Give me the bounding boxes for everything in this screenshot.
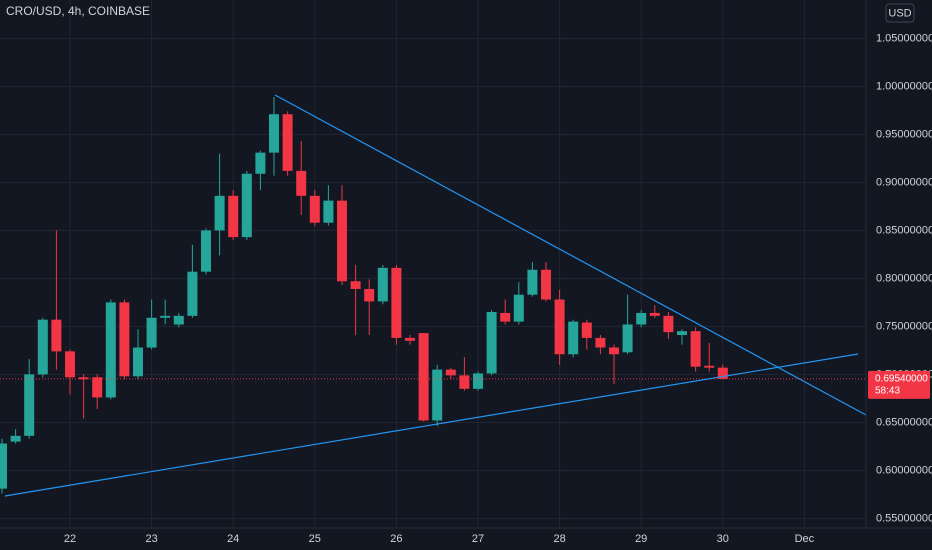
candle-body (323, 200, 334, 223)
candle-body (92, 377, 103, 398)
candle-body (432, 369, 443, 421)
candle-body (554, 299, 565, 355)
candle-body (391, 267, 402, 338)
candle-body (622, 324, 633, 353)
x-tick-label: 29 (635, 533, 647, 545)
y-tick-label: 0.75000000 (876, 320, 932, 332)
candle-body (78, 377, 89, 380)
candle-body (500, 312, 511, 322)
candle-body (173, 315, 184, 325)
x-tick-label: 25 (309, 533, 321, 545)
candle-body (663, 315, 674, 333)
candle-body (405, 337, 415, 341)
candle-body (10, 435, 21, 442)
last-price-box (868, 370, 930, 399)
candle-body (187, 271, 198, 316)
candle-body (119, 302, 130, 377)
y-tick-label: 0.60000000 (876, 464, 932, 476)
candle-body (581, 322, 592, 338)
currency-label[interactable]: USD (888, 7, 911, 19)
y-tick-label: 0.65000000 (876, 416, 932, 428)
currency-button[interactable] (885, 3, 915, 23)
candle-body (214, 195, 225, 231)
candle-body (377, 267, 388, 302)
x-tick-label: 26 (390, 533, 402, 545)
trend-line (4, 353, 859, 497)
candle-body (717, 367, 728, 379)
candle-body (568, 321, 579, 355)
x-tick-label: 22 (64, 533, 76, 545)
candle-body (146, 317, 157, 348)
candle-body (24, 374, 35, 436)
candle-body (269, 114, 279, 153)
candle-body (228, 195, 239, 238)
candle-body (704, 365, 715, 368)
y-tick-label: 1.05000000 (876, 32, 932, 44)
candle-body (473, 373, 483, 389)
y-tick-label: 0.55000000 (876, 512, 932, 524)
candle-body (51, 319, 62, 352)
candle-body (486, 312, 497, 374)
x-tick-label: 27 (472, 533, 484, 545)
candle-body (133, 347, 143, 377)
candle-body (255, 152, 266, 174)
y-tick-label: 0.80000000 (876, 272, 932, 284)
grid (0, 0, 866, 528)
countdown: 58:43 (875, 385, 900, 396)
trend-line (274, 94, 867, 416)
candle-body (364, 288, 375, 302)
last-price-label: 0.69540000 (875, 373, 928, 384)
y-tick-label: 1.00000000 (876, 80, 932, 92)
candle-body (609, 347, 619, 355)
y-tick-label: 0.85000000 (876, 224, 932, 236)
candle-body (65, 351, 75, 378)
candles (0, 96, 866, 494)
y-tick-label: 0.90000000 (876, 176, 932, 188)
candle-body (296, 170, 307, 196)
candle-body (160, 315, 171, 318)
candle-body (595, 337, 606, 348)
candle-body (445, 369, 456, 376)
x-tick-label: 23 (145, 533, 157, 545)
candle-body (337, 200, 347, 282)
candle-body (37, 319, 48, 375)
x-tick-label: 28 (553, 533, 565, 545)
candle-body (282, 114, 293, 171)
candle-body (636, 312, 647, 325)
candle-body (513, 294, 524, 322)
candle-body (241, 173, 252, 238)
candle-body (527, 269, 538, 295)
candle-body (690, 331, 701, 367)
candle-body (459, 375, 470, 389)
candle-body (309, 195, 320, 223)
candle-body (677, 331, 687, 336)
candle-body (201, 230, 211, 272)
candle-body (0, 443, 7, 489)
y-tick-label: 0.95000000 (876, 128, 932, 140)
chart-title: CRO/USD, 4h, COINBASE (6, 4, 150, 18)
candle-body (649, 312, 660, 316)
candle-body (350, 281, 361, 289)
candle-body (418, 333, 429, 421)
candle-body (105, 302, 116, 398)
x-tick-label: 24 (227, 533, 239, 545)
x-tick-label: Dec (795, 533, 815, 545)
x-tick-label: 30 (717, 533, 729, 545)
candle-body (541, 269, 551, 300)
